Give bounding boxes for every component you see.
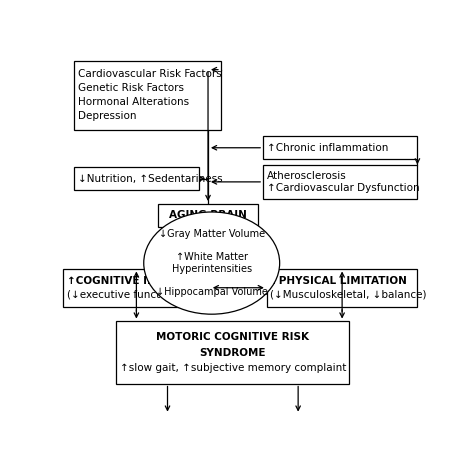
Text: Hormonal Alterations: Hormonal Alterations (78, 97, 189, 107)
Text: Depression: Depression (78, 111, 136, 121)
Text: ↑PHYSICAL LIMITATION: ↑PHYSICAL LIMITATION (271, 276, 407, 286)
Text: SYNDROME: SYNDROME (200, 347, 266, 357)
FancyBboxPatch shape (263, 137, 418, 159)
Text: ↑slow gait, ↑subjective memory complaint: ↑slow gait, ↑subjective memory complaint (119, 363, 346, 373)
FancyBboxPatch shape (74, 167, 199, 190)
Text: (↓executive function, ↓attention): (↓executive function, ↓attention) (66, 289, 243, 299)
Text: ↑Cardiovascular Dysfunction: ↑Cardiovascular Dysfunction (267, 182, 419, 192)
FancyBboxPatch shape (263, 164, 418, 199)
FancyBboxPatch shape (116, 321, 349, 383)
Text: MOTORIC COGNITIVE RISK: MOTORIC COGNITIVE RISK (156, 332, 310, 342)
FancyBboxPatch shape (74, 61, 221, 130)
Text: ↓Gray Matter Volume

↑White Matter
Hyperintensities

↓Hippocampal Volume: ↓Gray Matter Volume ↑White Matter Hyperi… (156, 229, 268, 297)
Text: AGING BRAIN: AGING BRAIN (169, 210, 247, 220)
Ellipse shape (144, 212, 280, 314)
FancyBboxPatch shape (63, 269, 210, 307)
Text: ↑COGNITIVE IMPAIRMENT: ↑COGNITIVE IMPAIRMENT (66, 276, 217, 286)
Text: (↓Musculoskeletal, ↓balance): (↓Musculoskeletal, ↓balance) (271, 289, 427, 299)
Text: Atherosclerosis: Atherosclerosis (267, 171, 346, 181)
FancyBboxPatch shape (158, 204, 258, 227)
Text: Cardiovascular Risk Factors: Cardiovascular Risk Factors (78, 69, 221, 80)
Text: ↓Nutrition, ↑Sedentariness: ↓Nutrition, ↑Sedentariness (78, 174, 222, 184)
Text: ↑Chronic inflammation: ↑Chronic inflammation (267, 143, 388, 153)
Text: Genetic Risk Factors: Genetic Risk Factors (78, 83, 183, 93)
FancyBboxPatch shape (267, 269, 418, 307)
